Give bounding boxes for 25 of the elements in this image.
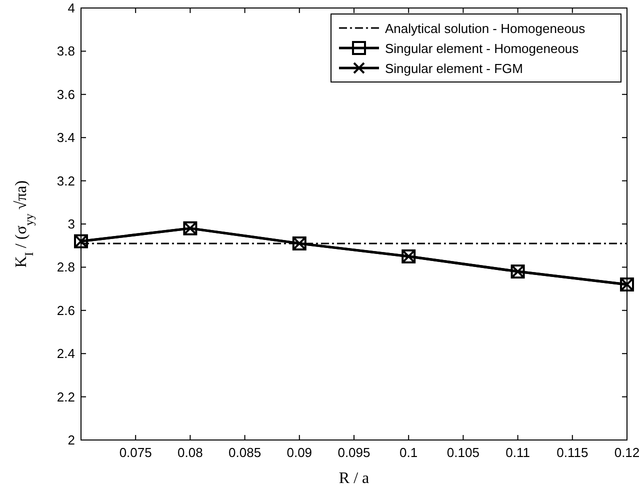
- x-axis-title: R / a: [338, 470, 370, 487]
- y-tick-label: 3: [68, 216, 75, 232]
- y-tick-label: 3.6: [56, 86, 75, 102]
- x-tick-label: 0.09: [286, 445, 312, 460]
- x-tick-label: 0.075: [119, 445, 152, 460]
- x-tick-label: 0.115: [556, 445, 588, 460]
- y-tick-label: 2.6: [56, 302, 75, 318]
- y-tick-label: 2.2: [56, 389, 75, 404]
- x-tick-label: 0.11: [506, 445, 530, 460]
- legend-label: Analytical solution - Homogeneous: [385, 21, 586, 36]
- x-tick-label: 0.095: [338, 445, 370, 460]
- x-tick-label: 0.1: [400, 445, 418, 460]
- y-tick-label: 3.8: [56, 44, 75, 59]
- x-tick-label: 0.105: [446, 445, 480, 460]
- x-tick-label: 0.12: [614, 445, 639, 460]
- y-tick-label: 2: [68, 432, 75, 448]
- y-tick-label: 3.2: [56, 173, 75, 188]
- legend-label: Singular element - Homogeneous: [385, 41, 580, 56]
- x-tick-label: 0.08: [178, 445, 203, 460]
- y-tick-label: 2.8: [56, 260, 75, 275]
- y-tick-label: 2.4: [56, 346, 75, 362]
- x-tick-label: 0.085: [228, 445, 262, 460]
- y-tick-label: 4: [68, 0, 75, 16]
- y-tick-label: 3.4: [56, 130, 75, 146]
- legend-label: Singular element - FGM: [385, 61, 523, 76]
